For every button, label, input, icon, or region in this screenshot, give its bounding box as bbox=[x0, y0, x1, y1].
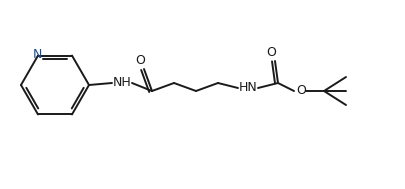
Text: O: O bbox=[265, 46, 275, 59]
Text: N: N bbox=[32, 48, 42, 61]
Text: O: O bbox=[295, 84, 305, 98]
Text: HN: HN bbox=[238, 81, 257, 94]
Text: NH: NH bbox=[112, 77, 131, 90]
Text: O: O bbox=[135, 53, 145, 67]
